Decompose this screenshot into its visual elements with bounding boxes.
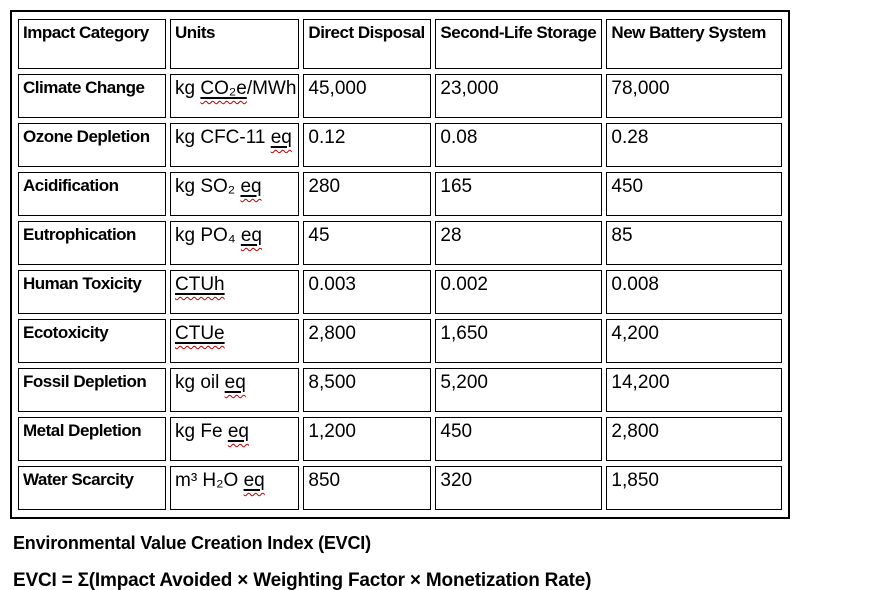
category-cell: Metal Depletion — [18, 417, 166, 461]
evci-section-title: Environmental Value Creation Index (EVCI… — [13, 533, 371, 553]
category-cell: Eutrophication — [18, 221, 166, 265]
unit-text: kg oil — [175, 372, 225, 393]
table-row: Eutrophication kg PO₄ eq 45 28 85 — [18, 221, 783, 265]
units-cell: kg PO₄ eq — [170, 221, 300, 265]
table-header-row: Impact Category Units Direct Disposal Se… — [18, 19, 783, 69]
second-life-value: 5,200 — [435, 368, 603, 412]
misspelled-term: CO₂e — [200, 78, 247, 99]
header-second-life-storage: Second-Life Storage — [435, 19, 603, 69]
unit-text: /MWh — [246, 78, 297, 99]
second-life-value: 320 — [435, 466, 603, 510]
unit-text: m³ H₂O — [175, 470, 244, 491]
table-row: Ozone Depletion kg CFC-11 eq 0.12 0.08 0… — [18, 123, 783, 167]
direct-disposal-value: 45,000 — [303, 74, 432, 118]
second-life-value: 165 — [435, 172, 603, 216]
category-cell: Ecotoxicity — [18, 319, 166, 363]
header-impact-category: Impact Category — [18, 19, 166, 69]
units-cell: kg CO₂e/MWh — [170, 74, 300, 118]
lca-impact-table: Impact Category Units Direct Disposal Se… — [14, 14, 786, 515]
new-battery-value: 14,200 — [606, 368, 783, 412]
header-direct-disposal: Direct Disposal — [303, 19, 432, 69]
header-new-battery-system: New Battery System — [606, 19, 783, 69]
misspelled-term: eq — [224, 372, 246, 393]
table-row: Climate Change kg CO₂e/MWh 45,000 23,000… — [18, 74, 783, 118]
misspelled-term: CTUe — [175, 323, 225, 344]
category-cell: Fossil Depletion — [18, 368, 166, 412]
table-row: Water Scarcity m³ H₂O eq 850 320 1,850 — [18, 466, 783, 510]
category-cell: Human Toxicity — [18, 270, 166, 314]
unit-text: kg SO₂ — [175, 176, 241, 197]
new-battery-value: 1,850 — [606, 466, 783, 510]
unit-text: kg — [175, 78, 201, 99]
units-cell: kg Fe eq — [170, 417, 300, 461]
misspelled-term: eq — [270, 127, 292, 148]
unit-text: kg Fe — [175, 421, 228, 442]
new-battery-value: 2,800 — [606, 417, 783, 461]
units-cell: kg CFC-11 eq — [170, 123, 300, 167]
category-cell: Ozone Depletion — [18, 123, 166, 167]
second-life-value: 28 — [435, 221, 603, 265]
direct-disposal-value: 0.003 — [303, 270, 432, 314]
evci-formula: EVCI = Σ(Impact Avoided × Weighting Fact… — [13, 570, 592, 590]
header-units: Units — [170, 19, 300, 69]
new-battery-value: 0.008 — [606, 270, 783, 314]
category-cell: Climate Change — [18, 74, 166, 118]
direct-disposal-value: 0.12 — [303, 123, 432, 167]
direct-disposal-value: 8,500 — [303, 368, 432, 412]
misspelled-term: CTUh — [175, 274, 225, 295]
table-row: Fossil Depletion kg oil eq 8,500 5,200 1… — [18, 368, 783, 412]
direct-disposal-value: 850 — [303, 466, 432, 510]
impact-table-outer-border: Impact Category Units Direct Disposal Se… — [10, 10, 791, 519]
second-life-value: 0.08 — [435, 123, 603, 167]
table-row: Ecotoxicity CTUe 2,800 1,650 4,200 — [18, 319, 783, 363]
new-battery-value: 0.28 — [606, 123, 783, 167]
misspelled-term: eq — [243, 470, 265, 491]
category-cell: Acidification — [18, 172, 166, 216]
table-row: Metal Depletion kg Fe eq 1,200 450 2,800 — [18, 417, 783, 461]
table-row: Acidification kg SO₂ eq 280 165 450 — [18, 172, 783, 216]
second-life-value: 23,000 — [435, 74, 603, 118]
second-life-value: 1,650 — [435, 319, 603, 363]
misspelled-term: eq — [240, 225, 262, 246]
units-cell: kg SO₂ eq — [170, 172, 300, 216]
misspelled-term: eq — [227, 421, 249, 442]
direct-disposal-value: 2,800 — [303, 319, 432, 363]
direct-disposal-value: 45 — [303, 221, 432, 265]
unit-text: kg PO₄ — [175, 225, 241, 246]
second-life-value: 450 — [435, 417, 603, 461]
table-row: Human Toxicity CTUh 0.003 0.002 0.008 — [18, 270, 783, 314]
units-cell: CTUh — [170, 270, 300, 314]
units-cell: CTUe — [170, 319, 300, 363]
units-cell: kg oil eq — [170, 368, 300, 412]
new-battery-value: 450 — [606, 172, 783, 216]
unit-text: kg CFC-11 — [175, 127, 271, 148]
second-life-value: 0.002 — [435, 270, 603, 314]
new-battery-value: 85 — [606, 221, 783, 265]
new-battery-value: 4,200 — [606, 319, 783, 363]
new-battery-value: 78,000 — [606, 74, 783, 118]
category-cell: Water Scarcity — [18, 466, 166, 510]
misspelled-term: eq — [240, 176, 262, 197]
direct-disposal-value: 1,200 — [303, 417, 432, 461]
units-cell: m³ H₂O eq — [170, 466, 300, 510]
direct-disposal-value: 280 — [303, 172, 432, 216]
